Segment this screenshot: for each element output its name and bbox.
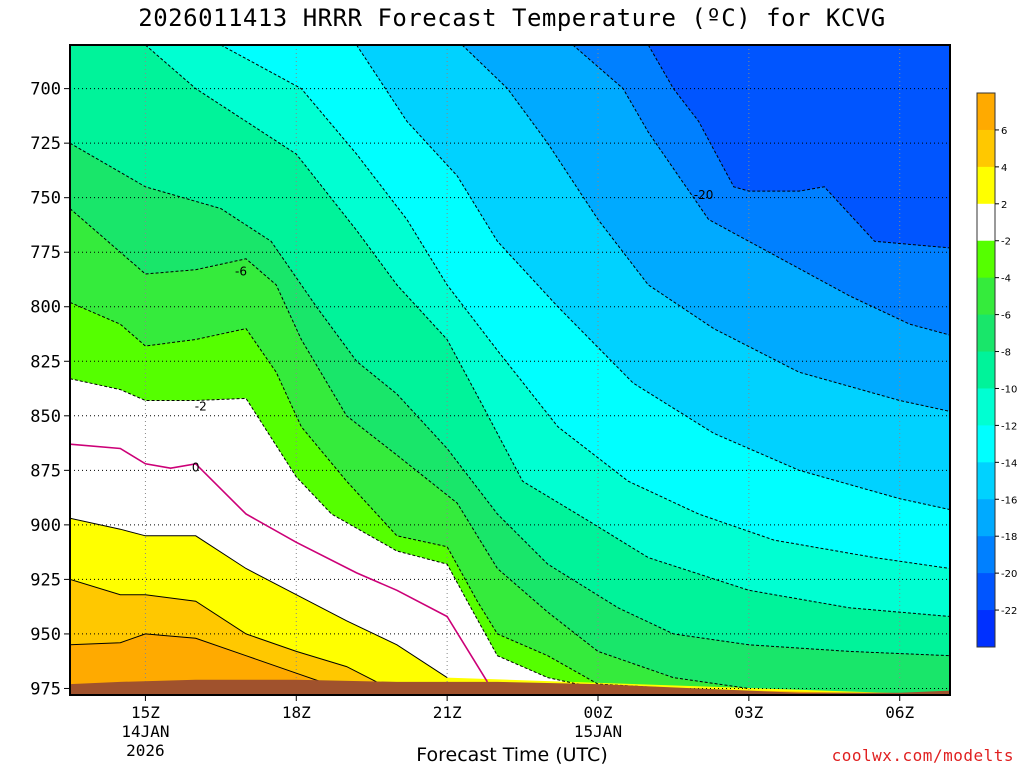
colorbar-swatch bbox=[977, 425, 995, 463]
colorbar-swatch bbox=[977, 277, 995, 316]
y-tick-label: 750 bbox=[30, 189, 61, 209]
x-axis-label: Forecast Time (UTC) bbox=[416, 744, 608, 766]
terrain-surface bbox=[70, 679, 950, 695]
contour-label: -6 bbox=[235, 264, 247, 278]
isotherm-line bbox=[220, 45, 950, 569]
y-axis: 700 725 750 775 800 825 850 875 900 925 950 975 bbox=[30, 80, 70, 699]
isotherm-line bbox=[70, 208, 749, 689]
credit-text: coolwx.com/modelts bbox=[831, 746, 1014, 765]
colorbar-tick-label: -20 bbox=[1001, 569, 1017, 580]
colorbar-swatch bbox=[977, 351, 995, 389]
contour-label: -2 bbox=[195, 400, 207, 414]
isotherm-line bbox=[647, 45, 950, 249]
plot-frame bbox=[69, 44, 951, 696]
isotherm-line bbox=[70, 378, 599, 689]
colorbar-tick-label: -22 bbox=[1001, 606, 1017, 617]
colorbar-tick-label: 6 bbox=[1001, 126, 1007, 137]
chart-title: 2026011413 HRRR Forecast Temperature (ºC… bbox=[138, 4, 886, 32]
colorbar: 6 4 2 -2 -4 -6 -8 -10 -12 -14 -16 -18 -20 -22 bbox=[976, 92, 1017, 648]
x-tick-label: 18Z bbox=[282, 703, 311, 722]
x-tick-label: 21Z bbox=[433, 703, 462, 722]
colorbar-tick-label: -4 bbox=[1001, 274, 1011, 285]
isotherm-line bbox=[70, 578, 377, 683]
colorbar-swatch bbox=[977, 93, 995, 131]
y-tick-label: 850 bbox=[30, 407, 61, 427]
y-tick-label: 875 bbox=[30, 461, 61, 481]
colorbar-tick-label: 2 bbox=[1001, 200, 1007, 211]
colorbar-swatch bbox=[977, 499, 995, 537]
band-fill bbox=[70, 579, 950, 695]
colorbar-tick-label: -12 bbox=[1001, 421, 1017, 432]
x-tick-label: 15Z bbox=[131, 703, 160, 722]
contour-label: -20 bbox=[694, 188, 714, 202]
terrain-fill bbox=[70, 679, 950, 695]
x-tick-label: 15JAN bbox=[574, 722, 622, 741]
isotherm-line bbox=[461, 45, 950, 412]
colorbar-tick-label: -2 bbox=[1001, 237, 1011, 248]
colorbar-tick-label: -8 bbox=[1001, 348, 1011, 359]
isotherm-line bbox=[70, 517, 448, 679]
isotherm-line bbox=[70, 443, 489, 683]
y-tick-label: 800 bbox=[30, 298, 61, 318]
colorbar-swatch bbox=[977, 203, 995, 242]
colorbar-tick-label: 4 bbox=[1001, 163, 1007, 174]
colorbar-swatch bbox=[977, 536, 995, 574]
colorbar-swatch bbox=[977, 129, 995, 168]
y-tick-label: 775 bbox=[30, 243, 61, 263]
colorbar-tick-label: -18 bbox=[1001, 532, 1017, 543]
colorbar-swatch bbox=[977, 462, 995, 500]
contour-label: 0 bbox=[192, 461, 200, 475]
x-tick-label: 06Z bbox=[885, 703, 914, 722]
colorbar-swatch bbox=[977, 314, 995, 353]
x-tick-label: 2026 bbox=[126, 741, 165, 760]
colorbar-frame bbox=[976, 92, 996, 648]
isotherm-lines bbox=[70, 45, 950, 689]
isotherm-line bbox=[356, 45, 950, 511]
colorbar-tick-label: -16 bbox=[1001, 495, 1017, 506]
y-tick-label: 700 bbox=[30, 80, 61, 100]
colorbar-swatch bbox=[977, 240, 995, 279]
contour-labels: -20-6-20 bbox=[192, 188, 714, 475]
y-tick-label: 725 bbox=[30, 134, 61, 154]
isotherm-line bbox=[70, 142, 950, 657]
isotherm-line bbox=[145, 45, 950, 617]
temperature-bands bbox=[70, 45, 950, 695]
isotherm-line bbox=[70, 301, 674, 689]
colorbar-tick-label: -10 bbox=[1001, 384, 1017, 395]
y-tick-label: 950 bbox=[30, 625, 61, 645]
dotted-grid bbox=[70, 45, 950, 695]
colorbar-swatch bbox=[977, 166, 995, 205]
colorbar-tick-label: -14 bbox=[1001, 458, 1017, 469]
isotherm-line bbox=[70, 633, 322, 683]
x-tick-label: 00Z bbox=[584, 703, 613, 722]
x-tick-label: 14JAN bbox=[121, 722, 169, 741]
y-tick-label: 825 bbox=[30, 352, 61, 372]
y-tick-label: 975 bbox=[30, 679, 61, 699]
y-tick-label: 925 bbox=[30, 570, 61, 590]
colorbar-swatch bbox=[977, 573, 995, 611]
x-tick-label: 03Z bbox=[734, 703, 763, 722]
colorbar-swatch bbox=[977, 388, 995, 426]
y-tick-label: 900 bbox=[30, 516, 61, 536]
colorbar-tick-label: -6 bbox=[1001, 311, 1011, 322]
colorbar-swatch bbox=[977, 610, 995, 648]
